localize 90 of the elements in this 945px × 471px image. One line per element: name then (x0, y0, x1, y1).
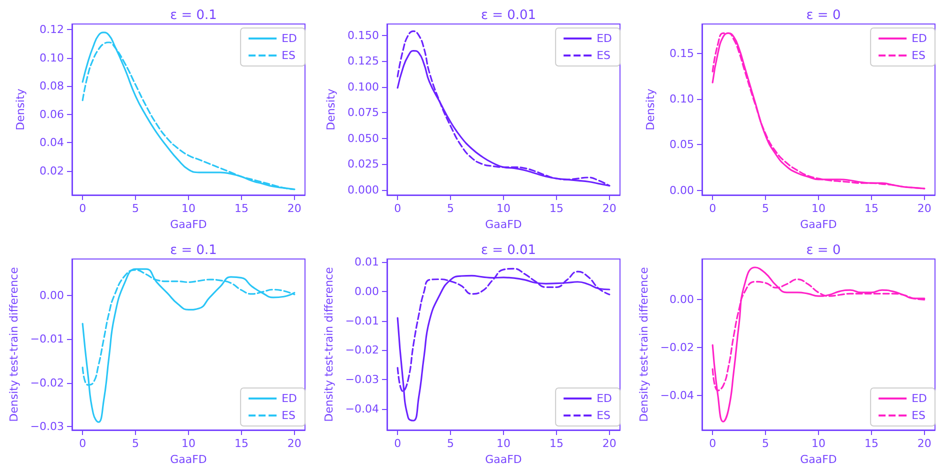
x-tick-label: 5 (762, 202, 770, 215)
x-axis-title: GaaFD (485, 452, 522, 466)
x-tick-label: 5 (447, 202, 454, 215)
y-tick-label: 0.00 (354, 285, 379, 298)
y-tick-label: 0.12 (40, 23, 64, 36)
y-tick-label: −0.02 (660, 340, 694, 354)
x-tick-label: 0 (79, 202, 86, 215)
chart-title: ε = 0.01 (480, 8, 536, 23)
legend-label: ES (596, 409, 611, 422)
y-axis-title: Density test-train difference (637, 266, 650, 422)
y-tick-label: 0.00 (670, 184, 694, 197)
y-tick-label: −0.03 (345, 373, 379, 386)
legend-label: ED (596, 392, 612, 405)
x-tick-label: 20 (917, 202, 932, 215)
x-tick-label: 5 (762, 437, 770, 450)
y-tick-label: 0.01 (354, 256, 379, 269)
x-tick-label: 15 (864, 202, 878, 215)
y-tick-label: 0.02 (40, 164, 64, 178)
y-tick-label: 0.06 (40, 108, 64, 121)
x-axis-title: GaaFD (170, 218, 207, 231)
chart-title: ε = 0.1 (170, 243, 217, 258)
y-axis-title: Density test-train difference (7, 266, 20, 422)
x-tick-label: 15 (234, 202, 248, 215)
x-tick-label: 20 (917, 437, 932, 450)
x-tick-label: 20 (602, 202, 616, 215)
x-tick-label: 5 (132, 202, 140, 215)
x-tick-label: 0 (79, 437, 86, 450)
legend-label: ED (912, 32, 927, 45)
y-tick-label: 0.10 (40, 51, 64, 64)
x-tick-label: 0 (709, 437, 716, 450)
x-tick-label: 10 (496, 202, 510, 215)
y-tick-label: 0.025 (348, 158, 379, 171)
x-axis-title: GaaFD (800, 218, 837, 231)
legend-label: ES (282, 49, 296, 62)
chart-title: ε = 0.1 (170, 8, 217, 23)
x-tick-label: 0 (394, 202, 402, 215)
y-tick-label: 0.04 (40, 136, 64, 150)
x-axis-title: GaaFD (800, 452, 837, 466)
y-tick-label: 0.10 (670, 92, 694, 106)
x-tick-label: 20 (602, 437, 616, 450)
y-tick-label: 0.05 (670, 138, 694, 152)
legend-label: ED (596, 32, 612, 45)
y-tick-label: −0.02 (345, 344, 379, 357)
x-tick-label: 10 (812, 202, 826, 215)
y-tick-label: 0.100 (348, 80, 379, 94)
x-tick-label: 10 (812, 437, 826, 450)
x-tick-label: 15 (549, 437, 564, 450)
x-axis-title: GaaFD (170, 452, 207, 466)
chart-title: ε = 0.01 (480, 243, 536, 258)
y-axis-title: Density test-train difference (322, 266, 336, 422)
y-tick-label: −0.02 (30, 376, 64, 390)
x-tick-label: 15 (864, 437, 878, 450)
legend-label: ES (282, 409, 296, 422)
y-tick-label: −0.04 (345, 402, 379, 416)
y-axis-title: Density (324, 88, 338, 130)
y-tick-label: −0.03 (30, 420, 64, 433)
y-tick-label: 0.08 (40, 80, 64, 93)
x-tick-label: 10 (496, 437, 510, 450)
y-axis-title: Density (644, 88, 657, 130)
x-tick-label: 0 (394, 437, 402, 450)
y-tick-label: 0.000 (348, 183, 379, 196)
y-tick-label: −0.04 (660, 388, 694, 402)
x-tick-label: 0 (709, 202, 716, 215)
chart-title: ε = 0 (806, 243, 841, 258)
legend-label: ED (282, 32, 297, 45)
y-axis-title: Density (14, 88, 27, 130)
y-tick-label: −0.01 (345, 314, 379, 328)
y-tick-label: 0.15 (670, 46, 694, 60)
x-tick-label: 5 (447, 437, 454, 450)
x-tick-label: 20 (287, 202, 302, 215)
y-tick-label: 0.125 (348, 54, 379, 68)
x-axis-title: GaaFD (485, 218, 522, 231)
legend-label: ES (912, 409, 926, 422)
y-tick-label: 0.00 (670, 293, 694, 306)
x-tick-label: 5 (132, 437, 140, 450)
legend-label: ED (912, 392, 927, 405)
y-tick-label: 0.150 (348, 28, 379, 42)
x-tick-label: 10 (182, 202, 196, 215)
x-tick-label: 15 (234, 437, 248, 450)
legend-label: ED (282, 392, 297, 405)
y-tick-label: 0.00 (40, 288, 64, 302)
legend-label: ES (596, 49, 611, 62)
x-tick-label: 10 (182, 437, 196, 450)
y-tick-label: −0.01 (30, 332, 64, 346)
chart-title: ε = 0 (806, 8, 841, 23)
y-tick-label: 0.050 (348, 132, 379, 145)
x-tick-label: 15 (549, 202, 564, 215)
x-tick-label: 20 (287, 437, 302, 450)
y-tick-label: 0.075 (348, 106, 379, 120)
legend-label: ES (912, 49, 926, 62)
